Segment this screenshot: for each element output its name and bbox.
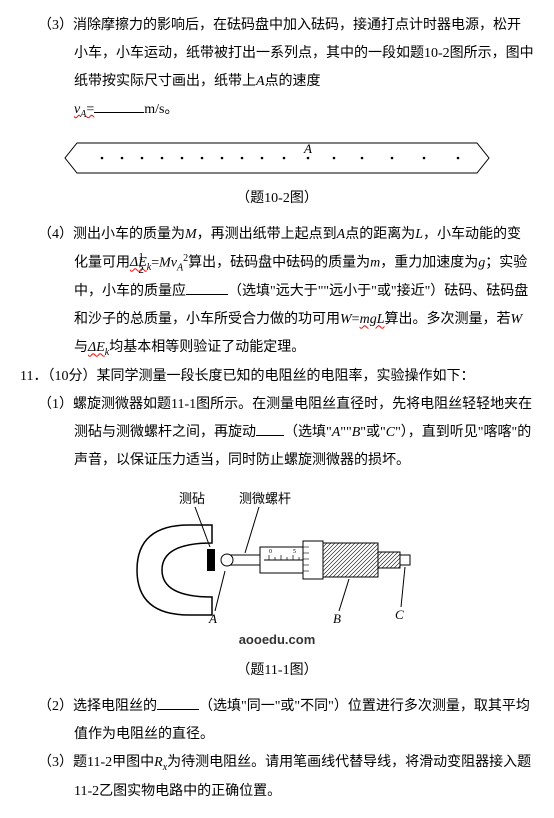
q11-1-t4: "或" bbox=[360, 425, 385, 440]
q10-4-eq2: = bbox=[352, 312, 360, 327]
q10-4-W: W bbox=[340, 312, 352, 327]
spindle-label: 测微螺杆 bbox=[239, 491, 291, 506]
q10-4-t1: （4）测出小车的质量为 bbox=[38, 227, 185, 242]
tape-A-label: A bbox=[303, 141, 312, 156]
q11-1-t3: "" bbox=[340, 425, 351, 440]
q10-4-t9: 算出。多次测量，若 bbox=[384, 312, 510, 327]
dEk2: ΔE bbox=[88, 340, 105, 355]
label-A: A bbox=[208, 611, 217, 625]
mic-caption: （题11-1图） bbox=[20, 657, 534, 685]
q10-3-text2: 点的速度 bbox=[265, 74, 321, 89]
blank-vA[interactable] bbox=[94, 98, 144, 113]
q11-1-t2: （选填" bbox=[284, 425, 332, 440]
q11-1-A: A bbox=[332, 425, 341, 440]
vA-eq: = bbox=[86, 102, 94, 117]
Rx-R: R bbox=[154, 755, 163, 770]
q11-2-t1: （2）选择电阻丝的 bbox=[38, 699, 157, 714]
q11-1-C: C bbox=[386, 425, 395, 440]
q10-4-para: （4）测出小车的质量为M，再测出纸带上起点到A点的距离为L，小车动能的变化量可用… bbox=[20, 221, 534, 363]
q10-4-m: m bbox=[370, 255, 380, 270]
watermark: aooedu.com bbox=[20, 627, 534, 653]
micrometer-svg: 0 5 测砧 测微螺杆 A B C bbox=[117, 485, 437, 625]
half-1: 1 bbox=[138, 251, 144, 263]
dEk2-wavy: ΔEk bbox=[88, 340, 109, 355]
q10-4-mgL: mgL bbox=[360, 312, 385, 327]
q10-3-unit: m/s。 bbox=[144, 102, 178, 117]
label-C: C bbox=[395, 607, 404, 622]
q10-3-para: （3）消除摩擦力的影响后，在砝码盘中加入砝码，接通打点计时器电源，松开小车，小车… bbox=[20, 12, 534, 125]
anvil-label: 测砧 bbox=[179, 491, 205, 506]
q11-3-para: （3）题11-2甲图中Rx为待测电阻丝。请用笔画线代替导线，将滑动变阻器接入题1… bbox=[20, 749, 534, 806]
q10-3-A: A bbox=[256, 74, 265, 89]
q10-3-vA: vA= bbox=[74, 102, 94, 117]
q10-4-A: A bbox=[337, 227, 346, 242]
q11-2-para: （2）选择电阻丝的（选填"同一"或"不同"）位置进行多次测量，取其平均值作为电阻… bbox=[20, 693, 534, 749]
svg-text:0: 0 bbox=[269, 549, 272, 555]
blank-mass[interactable] bbox=[186, 280, 228, 295]
q10-4-t11: 均基本相等则验证了动能定理。 bbox=[109, 340, 305, 355]
tape-figure: A bbox=[20, 135, 534, 181]
Mv: Mv bbox=[159, 255, 177, 270]
micrometer-figure: 0 5 测砧 测微螺杆 A B C bbox=[20, 485, 534, 625]
blank-abc[interactable] bbox=[256, 421, 284, 436]
q10-4-L: L bbox=[415, 227, 423, 242]
q10-4-M: M bbox=[185, 227, 197, 242]
q11-3-t1: （3）题11-2甲图中 bbox=[38, 755, 154, 770]
q10-4-t5: 算出，砝码盘中砝码的质量为 bbox=[188, 255, 370, 270]
q10-4-t10: 与 bbox=[74, 340, 88, 355]
q10-4-eq: = bbox=[151, 255, 159, 270]
q11-head: 11．（10分）某同学测量一段长度已知的电阻丝的电阻率，实验操作如下： bbox=[20, 363, 534, 391]
q11-1-para: （1）螺旋测微器如题11-1图所示。在测量电阻丝直径时，先将电阻丝轻轻地夹在测砧… bbox=[20, 391, 534, 475]
label-B: B bbox=[333, 611, 341, 625]
q11-1-B: B bbox=[352, 425, 361, 440]
q10-4-t6: ，重力加速度为 bbox=[380, 255, 478, 270]
q10-4-W2: W bbox=[510, 312, 522, 327]
blank-pos[interactable] bbox=[157, 695, 199, 710]
tape-svg: A bbox=[62, 135, 492, 181]
q10-4-t3: 点的距离为 bbox=[345, 227, 415, 242]
svg-text:5: 5 bbox=[293, 549, 296, 555]
tape-caption: （题10-2图） bbox=[20, 185, 534, 213]
q10-4-t2: ，再测出纸带上起点到 bbox=[197, 227, 337, 242]
